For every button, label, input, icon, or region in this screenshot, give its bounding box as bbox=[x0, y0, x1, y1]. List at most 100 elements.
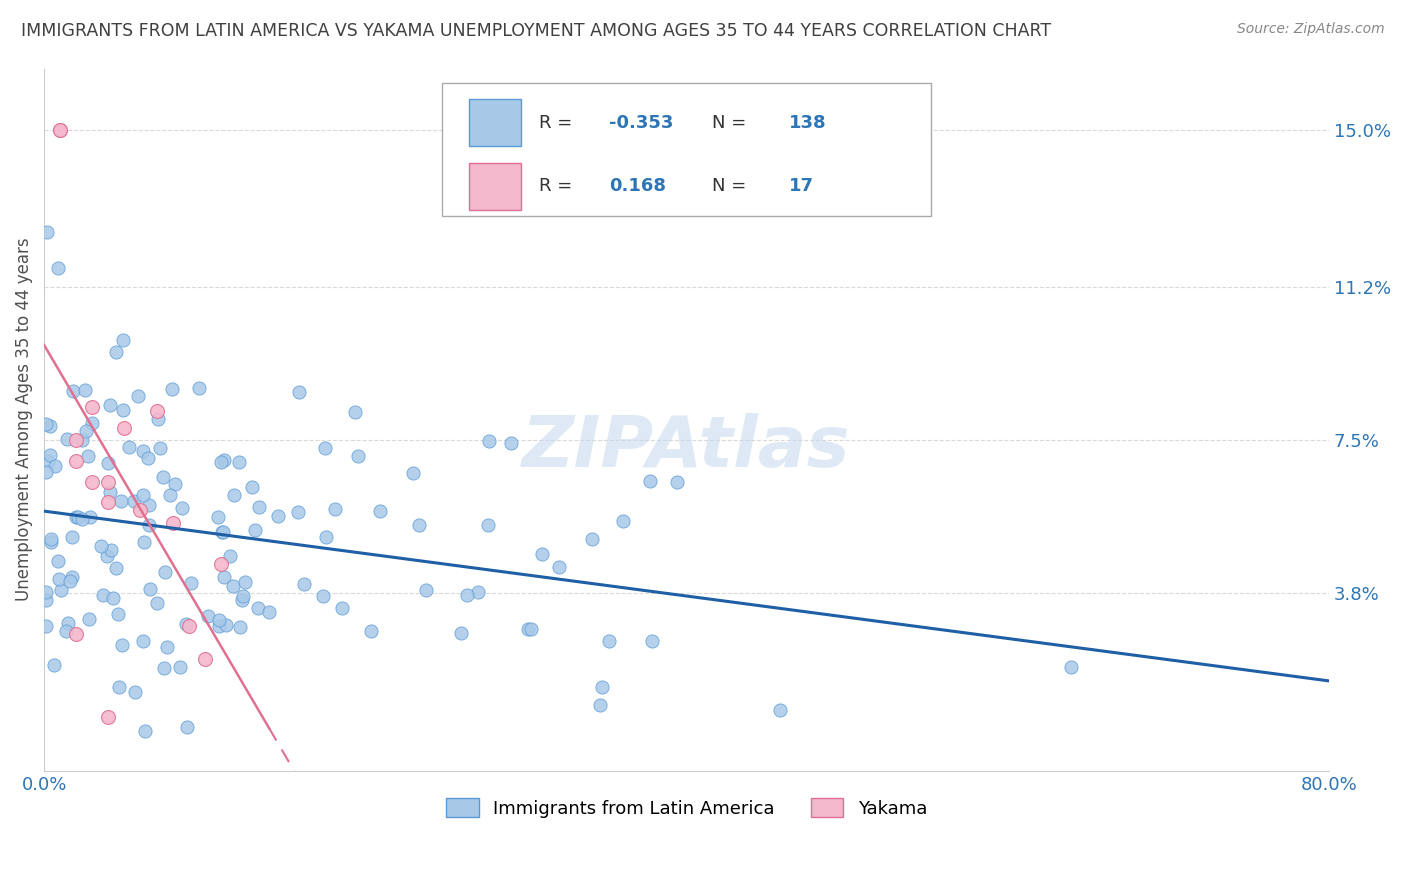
Point bbox=[118, 440, 141, 454]
Point bbox=[231, 593, 253, 607]
Point bbox=[48, 572, 70, 586]
Point bbox=[267, 509, 290, 524]
Point bbox=[46, 261, 69, 276]
Point bbox=[82, 401, 104, 415]
Point bbox=[612, 514, 634, 528]
Point bbox=[107, 607, 129, 621]
Point bbox=[163, 477, 186, 491]
Point bbox=[212, 569, 235, 583]
Point bbox=[153, 566, 176, 580]
Point bbox=[65, 510, 87, 524]
FancyBboxPatch shape bbox=[470, 99, 520, 146]
Point bbox=[287, 505, 309, 519]
Point bbox=[127, 389, 149, 403]
Point bbox=[547, 559, 569, 574]
Point bbox=[108, 680, 131, 694]
Point bbox=[56, 432, 79, 446]
Text: R =: R = bbox=[538, 177, 578, 194]
FancyBboxPatch shape bbox=[443, 83, 931, 216]
Point bbox=[96, 549, 118, 564]
Point bbox=[450, 625, 472, 640]
Point bbox=[233, 575, 256, 590]
Text: 0.168: 0.168 bbox=[609, 177, 666, 194]
Point bbox=[132, 444, 155, 458]
Point bbox=[232, 590, 254, 604]
Point bbox=[65, 627, 87, 641]
Point bbox=[581, 532, 603, 546]
Point bbox=[477, 518, 499, 533]
Point bbox=[132, 634, 155, 648]
Point bbox=[49, 123, 72, 137]
Point bbox=[172, 500, 194, 515]
Point bbox=[478, 434, 501, 448]
Point bbox=[360, 624, 382, 639]
Point bbox=[1060, 660, 1083, 674]
Point bbox=[62, 384, 84, 398]
Point bbox=[222, 488, 245, 502]
Point bbox=[402, 467, 425, 481]
Point bbox=[176, 720, 198, 734]
Point bbox=[60, 570, 83, 584]
Point bbox=[209, 455, 232, 469]
Point bbox=[76, 449, 98, 463]
Point bbox=[243, 523, 266, 537]
Point bbox=[60, 530, 83, 544]
Text: Source: ZipAtlas.com: Source: ZipAtlas.com bbox=[1237, 22, 1385, 37]
Point bbox=[134, 534, 156, 549]
Text: N =: N = bbox=[713, 113, 752, 132]
Point bbox=[187, 381, 209, 395]
Point bbox=[215, 617, 238, 632]
Point bbox=[240, 479, 263, 493]
Point bbox=[65, 434, 87, 448]
Point bbox=[35, 417, 58, 431]
Point bbox=[112, 421, 135, 435]
Point bbox=[292, 577, 315, 591]
Point bbox=[38, 448, 60, 462]
Point bbox=[138, 518, 160, 533]
Point bbox=[666, 475, 689, 489]
Point bbox=[314, 442, 336, 456]
Point bbox=[134, 723, 156, 738]
Point bbox=[408, 518, 430, 533]
Point bbox=[501, 436, 523, 450]
Point bbox=[640, 474, 662, 488]
Text: ZIPAtlas: ZIPAtlas bbox=[522, 413, 851, 483]
Point bbox=[100, 543, 122, 558]
Point bbox=[66, 510, 89, 524]
Point bbox=[228, 620, 250, 634]
Point bbox=[124, 685, 146, 699]
Point bbox=[110, 494, 132, 508]
Point bbox=[39, 533, 62, 547]
Point bbox=[312, 589, 335, 603]
Point bbox=[209, 557, 232, 571]
Point bbox=[146, 412, 169, 426]
Point bbox=[368, 503, 391, 517]
Point bbox=[98, 484, 121, 499]
Point bbox=[42, 658, 65, 673]
Point bbox=[174, 616, 197, 631]
Point bbox=[519, 622, 541, 636]
Point bbox=[247, 500, 270, 514]
Point bbox=[139, 582, 162, 596]
Point bbox=[59, 574, 82, 588]
Point bbox=[35, 619, 58, 633]
Point bbox=[56, 616, 79, 631]
Point bbox=[35, 465, 58, 479]
Point bbox=[55, 624, 77, 639]
Point bbox=[97, 475, 120, 489]
Point bbox=[111, 638, 134, 652]
Legend: Immigrants from Latin America, Yakama: Immigrants from Latin America, Yakama bbox=[439, 791, 934, 825]
Point bbox=[145, 404, 167, 418]
Point bbox=[97, 710, 120, 724]
Point bbox=[598, 634, 620, 648]
Point bbox=[159, 488, 181, 502]
Point bbox=[456, 587, 478, 601]
Point bbox=[46, 554, 69, 568]
Point bbox=[287, 384, 309, 399]
Point bbox=[207, 509, 229, 524]
Text: 17: 17 bbox=[789, 177, 814, 194]
Point bbox=[65, 454, 87, 468]
Point bbox=[591, 681, 613, 695]
Point bbox=[146, 596, 169, 610]
Point bbox=[323, 502, 346, 516]
